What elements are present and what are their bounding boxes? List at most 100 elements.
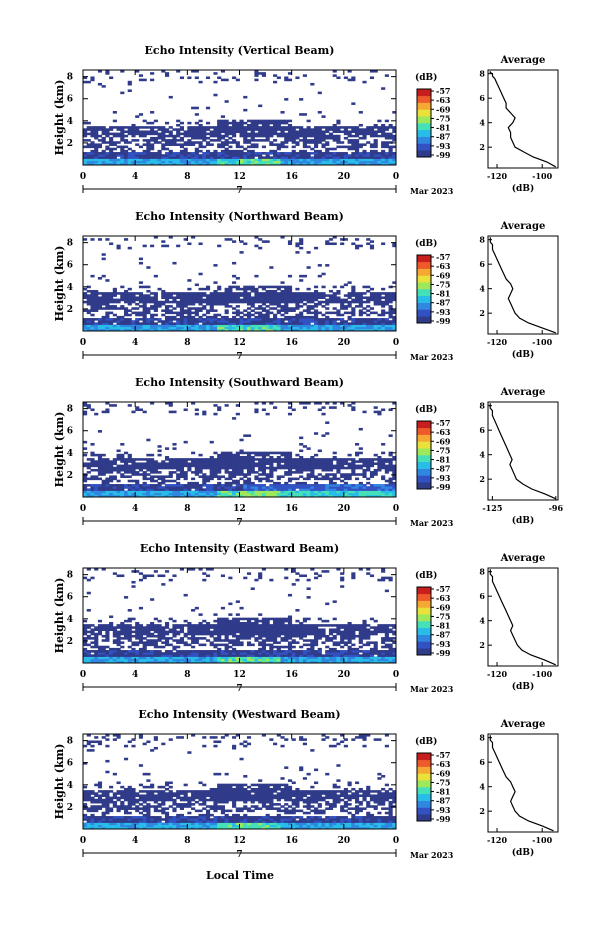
colorbar-segment [417, 109, 431, 117]
heatmap-cells [83, 734, 397, 830]
colorbar-segment [417, 268, 431, 276]
profile-x-tick-label: -120 [487, 669, 507, 679]
colorbar-tick-label: -99 [436, 482, 451, 492]
x-tick-label: 16 [285, 670, 298, 680]
colorbar-unit: (dB) [415, 72, 437, 83]
colorbar-tick-label: -75 [436, 445, 450, 455]
colorbar-tick-label: -69 [436, 768, 451, 778]
x-tick-label: 20 [338, 504, 351, 514]
profile-x-tick-label: -100 [532, 337, 552, 347]
profile-y-tick-label: 8 [479, 69, 485, 79]
colorbar-tick-label: -57 [436, 750, 450, 760]
profile-y-tick-label: 2 [479, 474, 485, 484]
colorbar-frame [416, 88, 432, 158]
colorbar-tick-label: -99 [436, 150, 451, 160]
colorbar-segment [417, 427, 431, 435]
colorbar-frame [416, 752, 432, 822]
colorbar-tick-label: -63 [436, 759, 451, 769]
colorbar-segment [417, 89, 431, 97]
colorbar-segment [417, 316, 431, 324]
profile-x-tick-label: -100 [532, 171, 552, 181]
colorbar-segment [417, 614, 431, 622]
profile-x-tick-label: -120 [487, 337, 507, 347]
colorbar-unit: (dB) [415, 238, 437, 249]
colorbar-segment [417, 255, 431, 263]
x-tick-label: 12 [233, 836, 246, 846]
profile-y-tick-label: 4 [479, 782, 485, 792]
profile-line [489, 735, 554, 832]
y-axis-label: Height (km) [53, 578, 66, 654]
y-tick-label: 8 [67, 571, 73, 581]
colorbar-tick-label: -87 [436, 630, 450, 640]
x-tick-label: 4 [132, 504, 138, 514]
colorbar-tick-label: -87 [436, 132, 450, 142]
colorbar-frame [416, 586, 432, 656]
colorbar-segment [417, 475, 431, 483]
colorbar-segment [417, 753, 431, 761]
profile-x-label: (dB) [512, 847, 534, 858]
x-tick-label: 16 [285, 338, 298, 348]
colorbar-segment [417, 787, 431, 795]
colorbar-segment [417, 295, 431, 303]
x-tick-label: 12 [233, 670, 246, 680]
x-tick-label: 8 [184, 670, 190, 680]
colorbar-unit: (dB) [415, 736, 437, 747]
x-tick-label: 0 [393, 338, 399, 348]
colorbar-segment [417, 641, 431, 649]
colorbar-tick-label: -63 [436, 261, 451, 271]
colorbar-segment [417, 129, 431, 137]
colorbar-segment [417, 800, 431, 808]
x-tick-label: 16 [285, 836, 298, 846]
profile-y-tick-label: 6 [479, 93, 485, 103]
colorbar-segment [417, 441, 431, 449]
profile-y-tick-label: 2 [479, 308, 485, 318]
colorbar-segment [417, 627, 431, 635]
x-tick-label: 0 [393, 172, 399, 182]
colorbar-tick-label: -81 [436, 289, 450, 299]
colorbar-tick-label: -99 [436, 648, 451, 658]
profile-x-label: (dB) [512, 349, 534, 360]
day-label: 7 [236, 186, 242, 196]
colorbar-tick-label: -81 [436, 455, 450, 465]
colorbar-tick-label: -69 [436, 436, 451, 446]
colorbar-tick-label: -63 [436, 427, 451, 437]
x-tick-label: 12 [233, 504, 246, 514]
day-label: 7 [236, 518, 242, 528]
y-tick-label: 6 [67, 427, 73, 437]
date-label: Mar 2023 [410, 518, 454, 528]
colorbar-tick-label: -99 [436, 814, 451, 824]
y-tick-label: 2 [67, 305, 73, 315]
heatmap-cells [83, 402, 397, 498]
panel-title: Echo Intensity (Eastward Beam) [140, 542, 339, 555]
colorbar-segment [417, 793, 431, 801]
colorbar-tick-label: -57 [436, 86, 450, 96]
colorbar-frame [416, 420, 432, 490]
colorbar-segment [417, 773, 431, 781]
profile-y-tick-label: 8 [479, 401, 485, 411]
x-tick-label: 0 [393, 836, 399, 846]
colorbar-tick-label: -57 [436, 418, 450, 428]
colorbar-tick-label: -63 [436, 593, 451, 603]
y-tick-label: 6 [67, 261, 73, 271]
y-tick-label: 4 [67, 615, 73, 625]
profile-x-tick-label: -100 [532, 835, 552, 845]
panel-5: Echo Intensity (Westward Beam)2468Height… [53, 708, 559, 860]
colorbar-segment [417, 421, 431, 429]
y-axis-label: Height (km) [53, 246, 66, 322]
x-tick-label: 4 [132, 836, 138, 846]
panel-4: Echo Intensity (Eastward Beam)2468Height… [53, 542, 559, 694]
profile-line [489, 71, 556, 168]
colorbar-segment [417, 116, 431, 124]
y-tick-label: 2 [67, 803, 73, 813]
y-tick-label: 8 [67, 405, 73, 415]
colorbar-unit: (dB) [415, 404, 437, 415]
date-label: Mar 2023 [410, 186, 454, 196]
x-tick-label: 16 [285, 172, 298, 182]
x-tick-label: 12 [233, 172, 246, 182]
profile-y-tick-label: 2 [479, 806, 485, 816]
profile-x-tick-label: -120 [487, 171, 507, 181]
x-tick-label: 8 [184, 338, 190, 348]
profile-y-tick-label: 6 [479, 259, 485, 269]
colorbar-segment [417, 482, 431, 490]
x-tick-label: 8 [184, 836, 190, 846]
